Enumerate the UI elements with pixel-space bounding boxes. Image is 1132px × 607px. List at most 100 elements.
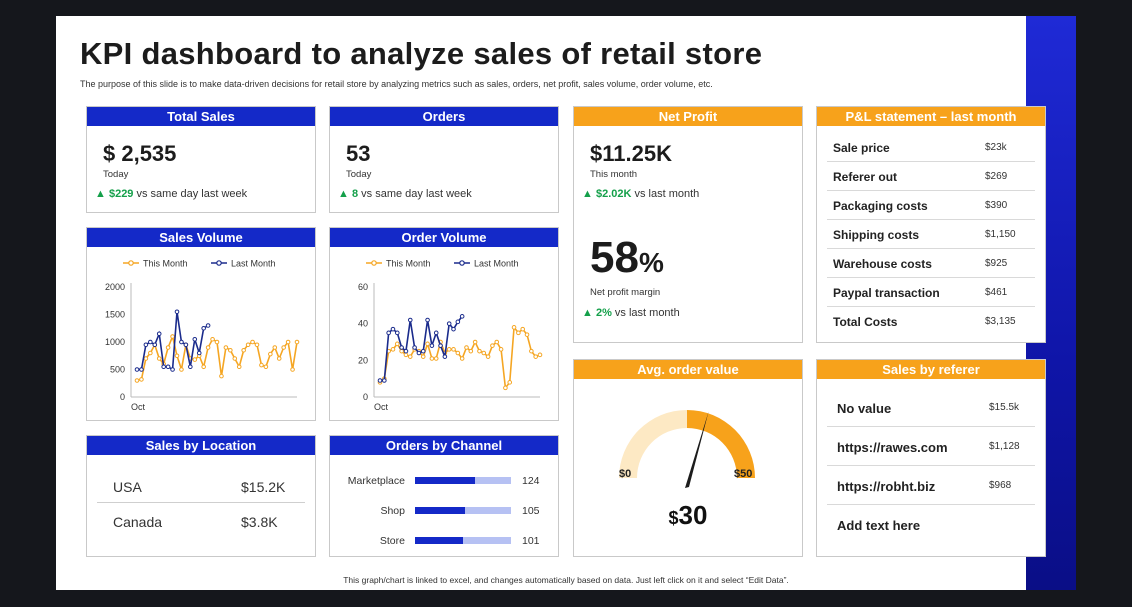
sales-volume-card: Sales Volume This Month Last Month 0 500 100… bbox=[86, 227, 316, 421]
sales-volume-series-point bbox=[214, 339, 220, 345]
pl-statement-card: P&L statement – last month Sale price $23… bbox=[816, 106, 1046, 343]
pl-row-total: Total Costs $3,135 bbox=[827, 307, 1035, 336]
order-volume-series-point bbox=[433, 356, 439, 361]
sales-volume-series-point bbox=[268, 351, 273, 357]
pl-row-value: $390 bbox=[985, 200, 1008, 211]
pl-row-value: $3,135 bbox=[985, 316, 1016, 327]
sales-volume-series-point bbox=[188, 364, 193, 370]
order-volume-series-point bbox=[477, 348, 482, 354]
page-title: KPI dashboard to analyze sales of retail… bbox=[80, 36, 763, 71]
location-row: USA $15.2K bbox=[97, 469, 305, 503]
channel-label: Marketplace bbox=[347, 475, 405, 487]
order-volume-series-point bbox=[403, 352, 409, 358]
sales-volume-series-point bbox=[228, 347, 233, 353]
sales-volume-series-point bbox=[250, 339, 255, 345]
order-volume-series-point bbox=[490, 343, 495, 348]
total-sales-comparison: ▲ $229 vs same day last week bbox=[95, 188, 247, 200]
sales-volume-series-point bbox=[285, 339, 291, 345]
up-arrow-icon: ▲ bbox=[338, 188, 349, 200]
referer-label: Add text here bbox=[837, 518, 921, 533]
location-label: Canada bbox=[113, 514, 163, 530]
order-volume-series-point bbox=[472, 339, 478, 345]
channel-row: Store 101 bbox=[330, 531, 558, 551]
order-volume-series-point bbox=[511, 325, 517, 330]
order-volume-series-point bbox=[403, 348, 409, 354]
order-volume-series-point bbox=[407, 317, 413, 323]
sales-volume-header: Sales Volume bbox=[87, 228, 315, 247]
order-volume-series-point bbox=[442, 354, 448, 359]
sales-volume-series-point bbox=[170, 367, 175, 372]
sales-volume-legend-label-1: Last Month bbox=[231, 259, 276, 269]
channel-bar bbox=[415, 507, 466, 514]
sales-volume-y-tick-label: 500 bbox=[110, 365, 125, 375]
net-profit-margin: 58% bbox=[590, 233, 664, 283]
sales-volume-series-point bbox=[139, 367, 144, 372]
total-sales-value: $ 2,535 bbox=[103, 141, 177, 166]
sales-volume-series-point bbox=[148, 339, 153, 345]
sales-volume-series-point bbox=[134, 367, 140, 372]
orders-channel-header: Orders by Channel bbox=[330, 436, 558, 455]
order-volume-series-point bbox=[394, 341, 400, 347]
avg-order-number: 30 bbox=[678, 500, 708, 530]
sales-volume-x-tick-label: Oct bbox=[131, 402, 146, 412]
net-profit-card: Net Profit $11.25K This month ▲ $2.02K v… bbox=[573, 106, 803, 343]
up-arrow-icon: ▲ bbox=[582, 188, 593, 200]
channel-bar bbox=[415, 477, 475, 484]
referer-value: $1,128 bbox=[989, 441, 1020, 452]
channel-value: 124 bbox=[522, 475, 540, 487]
location-row: Canada $3.8K bbox=[97, 504, 305, 538]
referer-row: https://robht.biz $968 bbox=[827, 466, 1035, 505]
avg-order-max-label: $50 bbox=[734, 468, 753, 480]
order-volume-legend-label-0: This Month bbox=[386, 259, 431, 269]
orders-value: 53 bbox=[346, 141, 371, 166]
order-volume-series-point bbox=[420, 348, 426, 354]
location-value: $3.8K bbox=[241, 514, 278, 530]
sales-volume-series-point bbox=[254, 342, 260, 348]
sales-volume-legend-label-0: This Month bbox=[143, 259, 188, 269]
referer-value: $15.5k bbox=[989, 402, 1020, 413]
footer-note: This graph/chart is linked to excel, and… bbox=[343, 575, 789, 585]
sales-volume-series-point bbox=[170, 334, 175, 339]
pl-row: Packaging costs $390 bbox=[827, 191, 1035, 220]
channel-value: 101 bbox=[522, 535, 540, 547]
order-volume-series-point bbox=[533, 354, 538, 359]
orders-card: Orders 53 Today ▲ 8 vs same day last wee… bbox=[329, 106, 559, 213]
order-volume-series-point bbox=[433, 330, 439, 336]
order-volume-x-tick-label: Oct bbox=[374, 402, 389, 412]
up-arrow-icon: ▲ bbox=[95, 188, 106, 200]
sales-volume-series-point bbox=[205, 323, 211, 328]
order-volume-series-point bbox=[481, 350, 487, 356]
order-volume-series-point bbox=[425, 317, 430, 323]
order-volume-series-point bbox=[494, 339, 500, 345]
order-volume-series-point bbox=[382, 378, 387, 383]
order-volume-y-tick-label: 20 bbox=[358, 355, 368, 365]
sales-volume-series-point bbox=[205, 345, 211, 350]
pl-row-label: Referer out bbox=[833, 170, 898, 184]
pl-row-value: $461 bbox=[985, 287, 1008, 298]
sales-volume-legend-marker-0 bbox=[128, 260, 134, 266]
sales-volume-series-point bbox=[156, 331, 162, 337]
order-volume-chart: This Month Last Month 0 20 40 60 Oct bbox=[358, 259, 543, 412]
sales-volume-series-point bbox=[152, 342, 158, 348]
sales-volume-series-line-1 bbox=[137, 311, 209, 371]
order-volume-card: Order Volume This Month Last Month 0 20 40 60… bbox=[329, 227, 559, 421]
sales-volume-series-point bbox=[174, 309, 180, 315]
order-volume-series-point bbox=[420, 354, 426, 359]
avg-order-gauge bbox=[619, 410, 755, 488]
sales-volume-series-point bbox=[290, 367, 295, 372]
order-volume-series-point bbox=[459, 356, 465, 361]
order-volume-series-point bbox=[507, 380, 513, 385]
order-volume-series-point bbox=[451, 347, 456, 352]
sales-volume-series-point bbox=[219, 373, 224, 379]
avg-order-value: $30 bbox=[574, 500, 802, 531]
order-volume-series-point bbox=[503, 385, 508, 391]
order-volume-series-point bbox=[407, 354, 413, 359]
sales-volume-series-point bbox=[174, 353, 180, 359]
order-volume-series-point bbox=[429, 343, 435, 348]
order-volume-series-point bbox=[459, 314, 465, 319]
order-volume-series-point bbox=[399, 348, 404, 354]
sales-volume-series-point bbox=[272, 345, 278, 350]
referer-header: Sales by referer bbox=[817, 360, 1045, 379]
net-profit-comparison: ▲ $2.02K vs last month bbox=[582, 188, 699, 200]
sales-volume-series-point bbox=[294, 339, 300, 345]
